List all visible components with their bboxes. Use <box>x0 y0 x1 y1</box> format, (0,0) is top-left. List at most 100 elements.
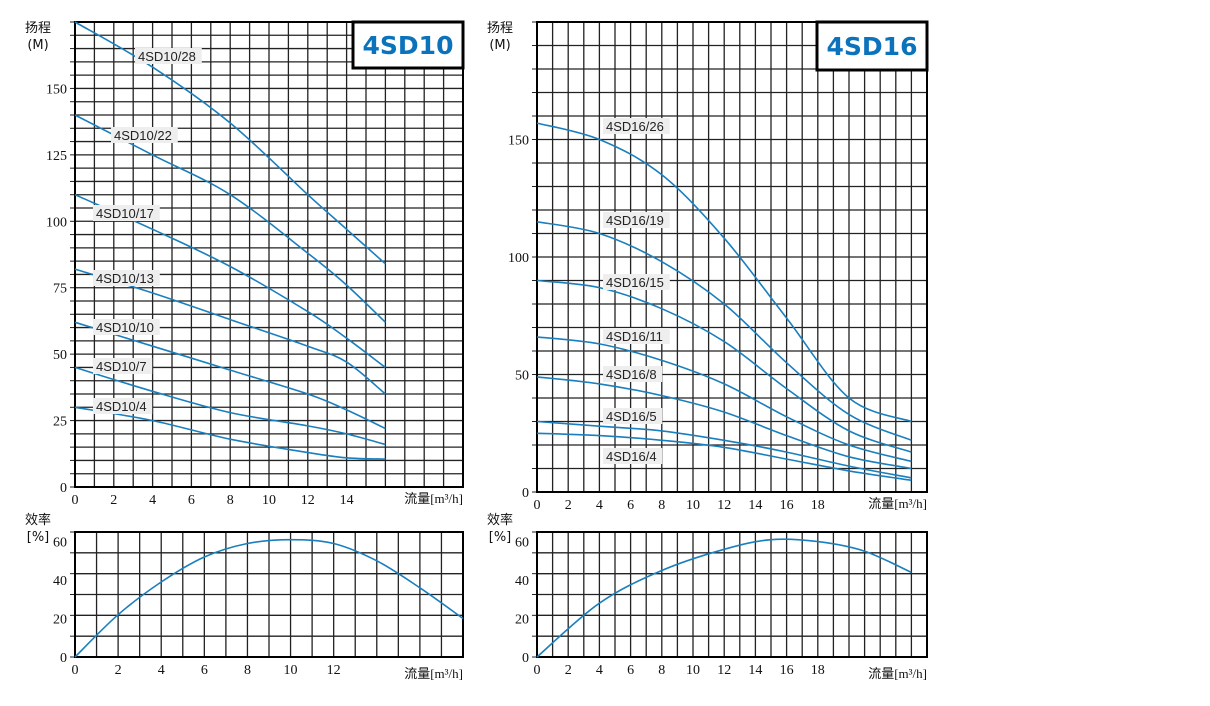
chart-title-box <box>351 20 465 70</box>
series-curve <box>74 538 464 658</box>
y-tick-label: 150 <box>46 82 67 97</box>
series-label-bg <box>93 205 160 221</box>
plot-frame <box>74 21 464 488</box>
x-tick-label: 6 <box>627 498 634 513</box>
series-label-bg <box>603 408 663 424</box>
x-axis-label: 流量[m³/h] <box>868 666 927 682</box>
series-label: 4SD16/8 <box>606 367 657 382</box>
y-tick-label: 20 <box>515 613 529 628</box>
y-tick-label: 125 <box>46 149 67 164</box>
x-tick-label: 12 <box>327 663 341 678</box>
x-tick-label: 10 <box>686 663 700 678</box>
y-tick-label: 100 <box>508 251 529 266</box>
x-tick-label: 14 <box>748 663 762 678</box>
series-label: 4SD10/17 <box>96 206 154 221</box>
x-tick-label: 8 <box>658 663 665 678</box>
series-label: 4SD16/26 <box>606 119 664 134</box>
x-axis-unit: [m³/h] <box>894 496 927 511</box>
series-label-bg <box>135 48 202 64</box>
chart-title: 4SD10 <box>363 31 454 60</box>
series-label: 4SD10/4 <box>96 399 147 414</box>
y-axis-label: 效率 <box>487 512 513 528</box>
series-label: 4SD10/28 <box>138 49 196 64</box>
y-tick-label: 60 <box>53 536 67 551</box>
x-tick-label: 16 <box>780 663 794 678</box>
y-tick-label: 100 <box>46 215 67 230</box>
y-tick-label: 75 <box>53 282 67 297</box>
y-axis-label: (M) <box>27 38 48 53</box>
grid <box>537 22 927 492</box>
x-tick-label: 4 <box>158 663 165 678</box>
series-curve <box>74 366 386 446</box>
x-tick-label: 10 <box>262 493 276 508</box>
series-curve <box>536 420 912 479</box>
y-tick-label: 0 <box>522 651 529 666</box>
x-axis-label-text: 流量 <box>868 497 894 512</box>
series-label-bg <box>93 358 153 374</box>
series-curve <box>74 406 386 460</box>
y-tick-label: 40 <box>515 574 529 589</box>
x-tick-label: 4 <box>149 493 156 508</box>
chart-title-box <box>815 20 929 72</box>
y-axis-label: [%] <box>27 530 50 545</box>
series-label-bg <box>93 398 153 414</box>
x-tick-label: 12 <box>717 498 731 513</box>
x-axis-unit: [m³/h] <box>430 491 463 506</box>
x-tick-label: 0 <box>72 663 79 678</box>
x-tick-label: 6 <box>201 663 208 678</box>
charts-root: 0 2 4 6 8 10 12 140255075100125150扬程(M)流量[m³/h]… <box>25 20 929 682</box>
plot-frame <box>536 21 928 493</box>
series-curve <box>536 221 912 442</box>
y-axis-label: [%] <box>489 530 512 545</box>
series-label: 4SD10/13 <box>96 271 154 286</box>
plot-frame <box>74 531 464 658</box>
grid <box>75 532 463 657</box>
x-axis-label: 流量[m³/h] <box>404 666 463 682</box>
x-tick-label: 2 <box>565 498 572 513</box>
x-tick-label: 10 <box>284 663 298 678</box>
x-tick-label: 18 <box>811 498 825 513</box>
grid <box>537 532 927 657</box>
y-tick-label: 0 <box>522 486 529 501</box>
x-tick-label: 0 <box>72 493 79 508</box>
plot-frame <box>536 531 928 658</box>
chart-title: 4SD16 <box>827 32 918 61</box>
y-axis-label: 效率 <box>25 512 51 528</box>
series-label: 4SD16/19 <box>606 213 664 228</box>
series-label-bg <box>603 448 663 464</box>
series-curve <box>536 279 912 453</box>
x-tick-label: 2 <box>115 663 122 678</box>
series-curve <box>536 538 912 658</box>
series-curve <box>74 321 386 430</box>
x-tick-label: 2 <box>110 493 117 508</box>
y-tick-label: 0 <box>60 651 67 666</box>
x-tick-label: 18 <box>811 663 825 678</box>
series-label: 4SD10/22 <box>114 128 172 143</box>
series-curve <box>74 193 386 369</box>
series-curve <box>74 114 386 323</box>
series-curve <box>74 268 386 395</box>
series-label-bg <box>603 328 670 344</box>
series-curve <box>536 122 912 423</box>
chart-4SD16-head: 0 2 4 6 8 10 12 14 16 18 0 50 100 150 扬程 (M) 流量[m³/h] 4SD… <box>487 20 929 513</box>
x-axis-label: 流量[m³/h] <box>868 496 927 512</box>
x-tick-label: 8 <box>227 493 234 508</box>
x-tick-label: 10 <box>686 498 700 513</box>
x-tick-label: 6 <box>188 493 195 508</box>
series-label-bg <box>111 127 178 143</box>
x-tick-label: 12 <box>301 493 315 508</box>
series-label: 4SD10/10 <box>96 320 154 335</box>
y-tick-label: 20 <box>53 613 67 628</box>
x-axis-label-text: 流量 <box>404 492 430 507</box>
y-tick-label: 50 <box>515 369 529 384</box>
series-curve <box>536 376 912 470</box>
x-tick-label: 0 <box>534 663 541 678</box>
x-axis-label: 流量[m³/h] <box>404 491 463 507</box>
series-label: 4SD16/11 <box>606 329 663 344</box>
y-tick-label: 40 <box>53 574 67 589</box>
x-tick-label: 4 <box>596 663 603 678</box>
series-label-bg <box>603 274 670 290</box>
